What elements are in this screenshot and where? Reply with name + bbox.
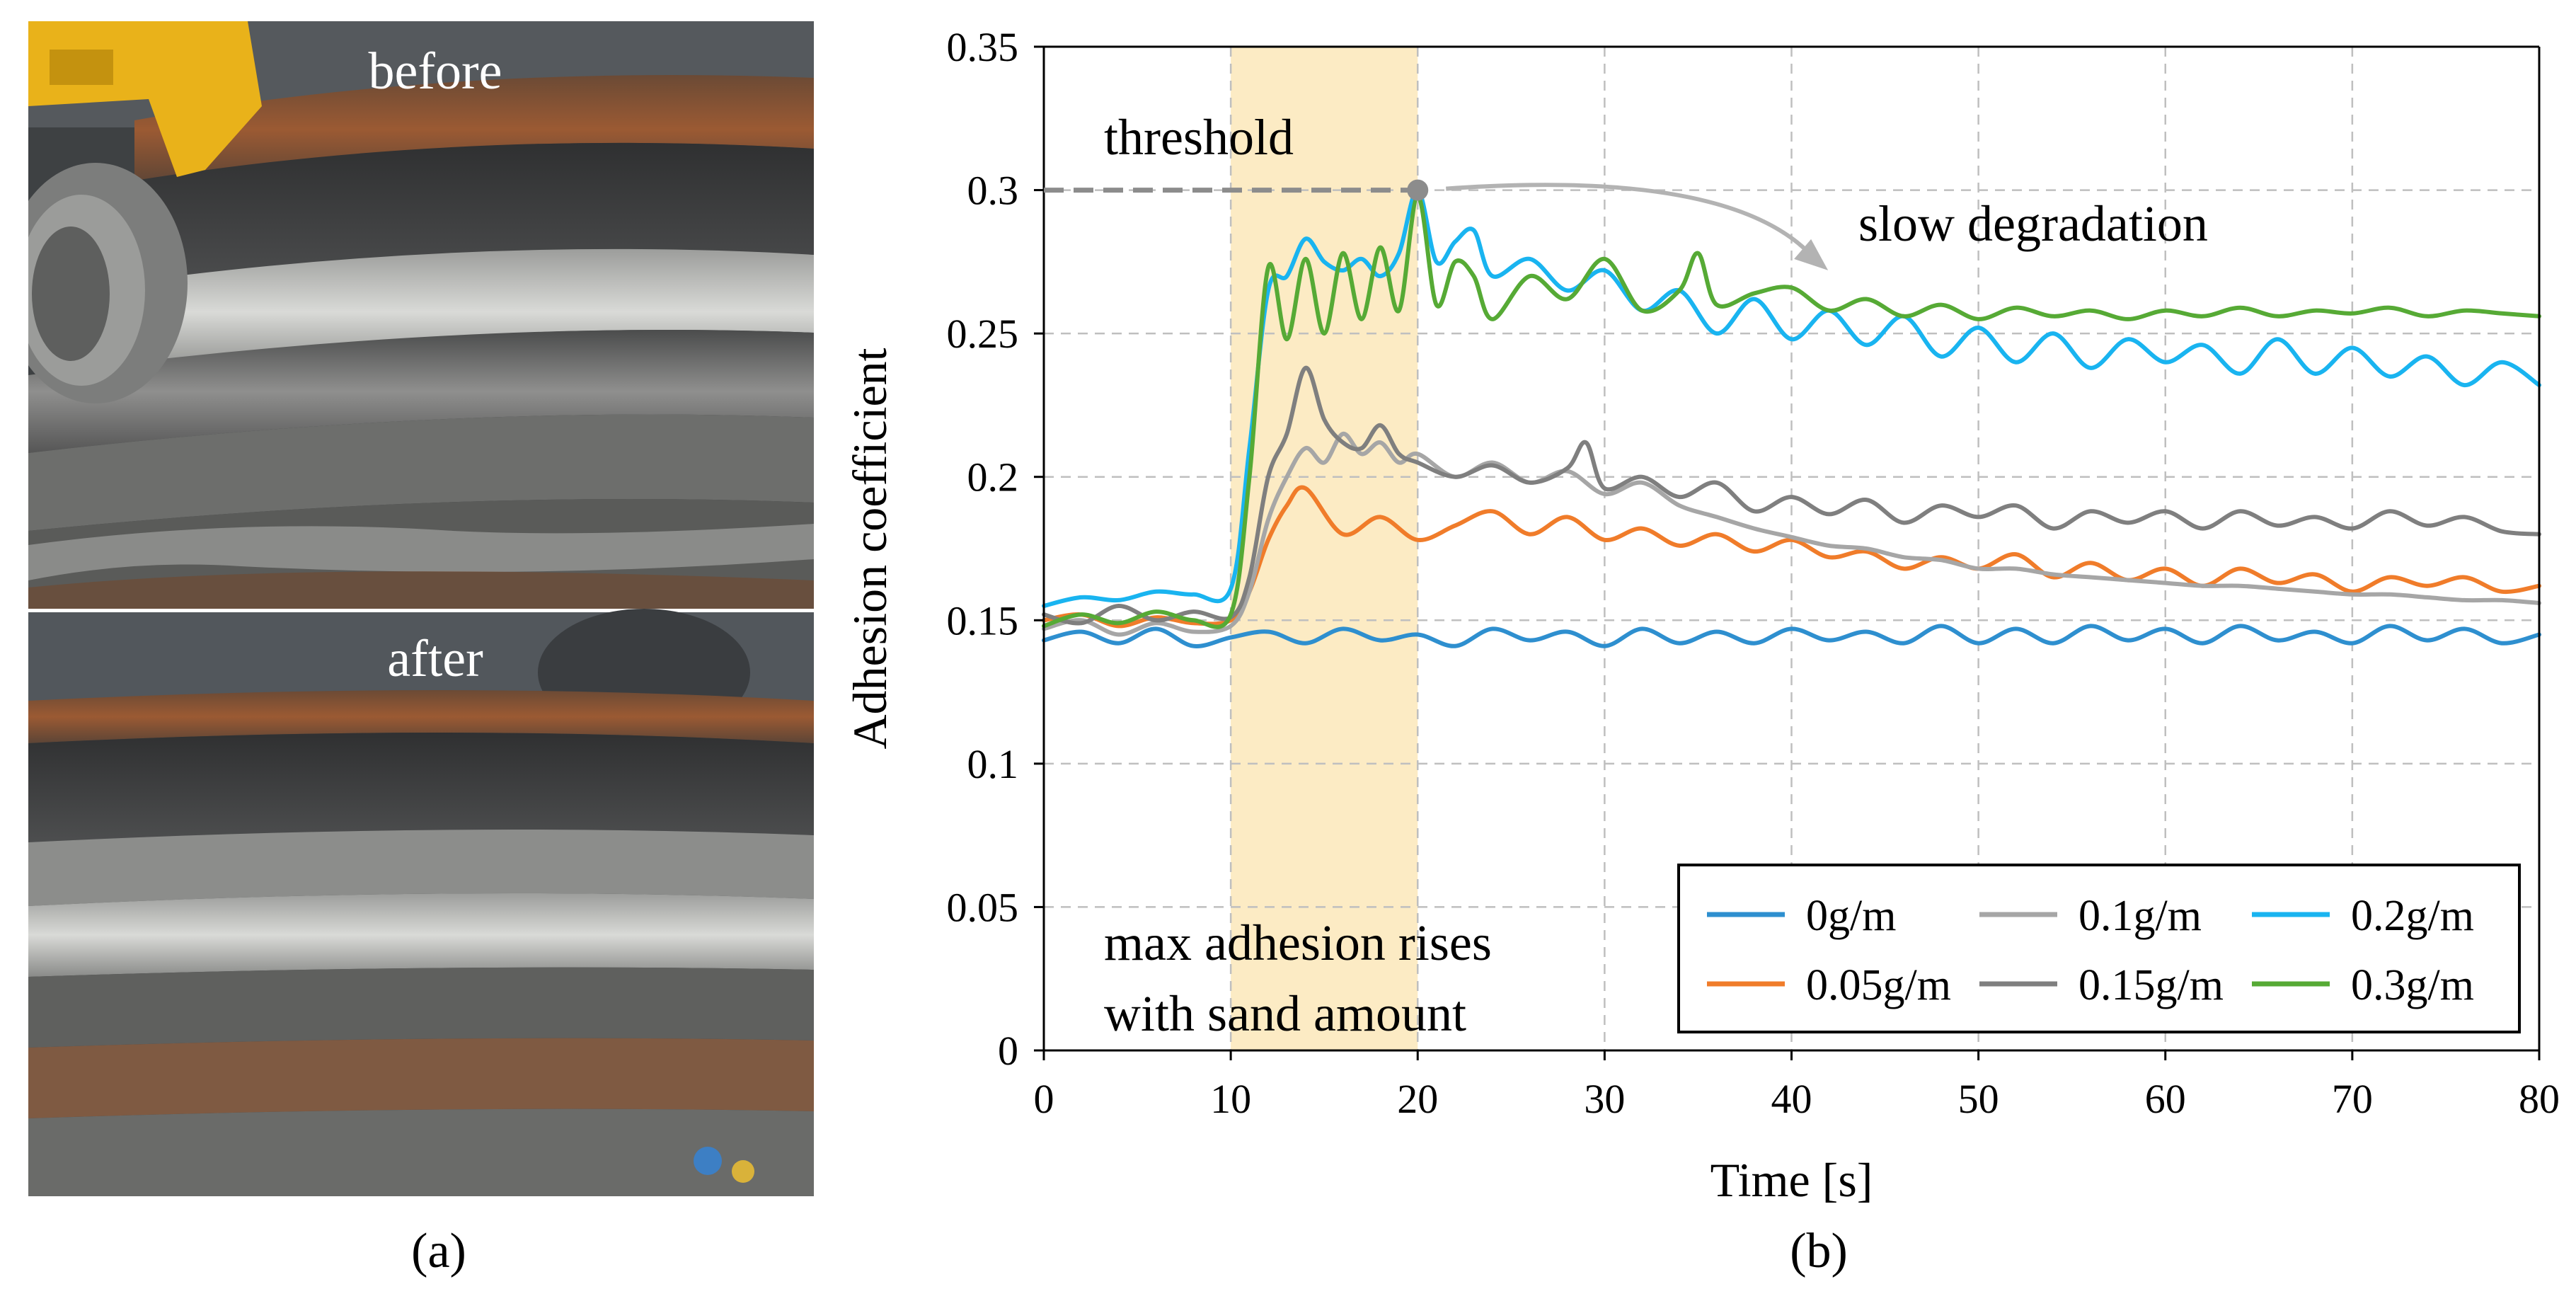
degradation-arrow (1446, 183, 1822, 266)
x-tick-label: 0 (1034, 1076, 1054, 1122)
x-axis-title: Time [s] (1710, 1153, 1873, 1207)
x-tick-label: 60 (2145, 1076, 2186, 1122)
max-adhesion-label-line1: max adhesion rises (1104, 915, 1492, 971)
x-tick-label: 20 (1397, 1076, 1438, 1122)
legend-label: 0.05g/m (1806, 961, 1951, 1009)
adhesion-chart: 0 0.05 0.1 0.15 0.2 0.25 0.3 0.35 0 10 20 30 40 50 60 7… (843, 24, 2560, 1207)
series-line-0-05g-m (1042, 485, 2541, 629)
slow-degradation-label: slow degradation (1858, 195, 2208, 252)
before-photo (28, 21, 814, 609)
x-tick-label: 80 (2519, 1076, 2560, 1122)
legend-box (1677, 864, 2521, 1033)
series-line-0-3g-m (1042, 193, 2541, 629)
series-line-0-15g-m (1042, 365, 2541, 626)
wheel-photos: before after (28, 21, 814, 1196)
y-tick-label: 0.15 (947, 597, 1019, 643)
panel-b-caption: (b) (1790, 1224, 1848, 1278)
legend-label: 0.1g/m (2078, 892, 2202, 940)
after-label: after (387, 630, 483, 688)
x-tick-label: 70 (2332, 1076, 2373, 1122)
x-tick-label: 30 (1584, 1076, 1625, 1122)
series-line-0-1g-m (1042, 431, 2541, 637)
panel-a-caption: (a) (411, 1224, 466, 1278)
x-tick-label: 50 (1958, 1076, 1999, 1122)
after-photo (28, 609, 814, 1196)
x-tick-label: 10 (1210, 1076, 1251, 1122)
legend-label: 0.3g/m (2351, 961, 2474, 1009)
y-tick-label: 0.3 (967, 168, 1019, 214)
legend-label: 0.2g/m (2351, 892, 2474, 940)
threshold-label: threshold (1104, 109, 1294, 166)
max-adhesion-label-line2: with sand amount (1104, 985, 1466, 1042)
degradation-arrowhead (1794, 239, 1829, 270)
y-tick-label: 0.1 (967, 741, 1019, 787)
y-tick-label: 0.05 (947, 884, 1019, 930)
y-axis-title: Adhesion coefficient (843, 348, 897, 749)
legend-label: 0.15g/m (2078, 961, 2224, 1009)
legend-label: 0g/m (1806, 892, 1896, 940)
before-label: before (369, 42, 502, 101)
series-line-0g-m (1042, 624, 2541, 648)
x-tick-label: 40 (1771, 1076, 1812, 1122)
y-tick-label: 0 (998, 1028, 1018, 1074)
y-tick-label: 0.2 (967, 454, 1019, 500)
threshold-marker (1407, 179, 1429, 201)
y-tick-label: 0.25 (947, 311, 1019, 357)
y-tick-label: 0.35 (947, 24, 1019, 70)
